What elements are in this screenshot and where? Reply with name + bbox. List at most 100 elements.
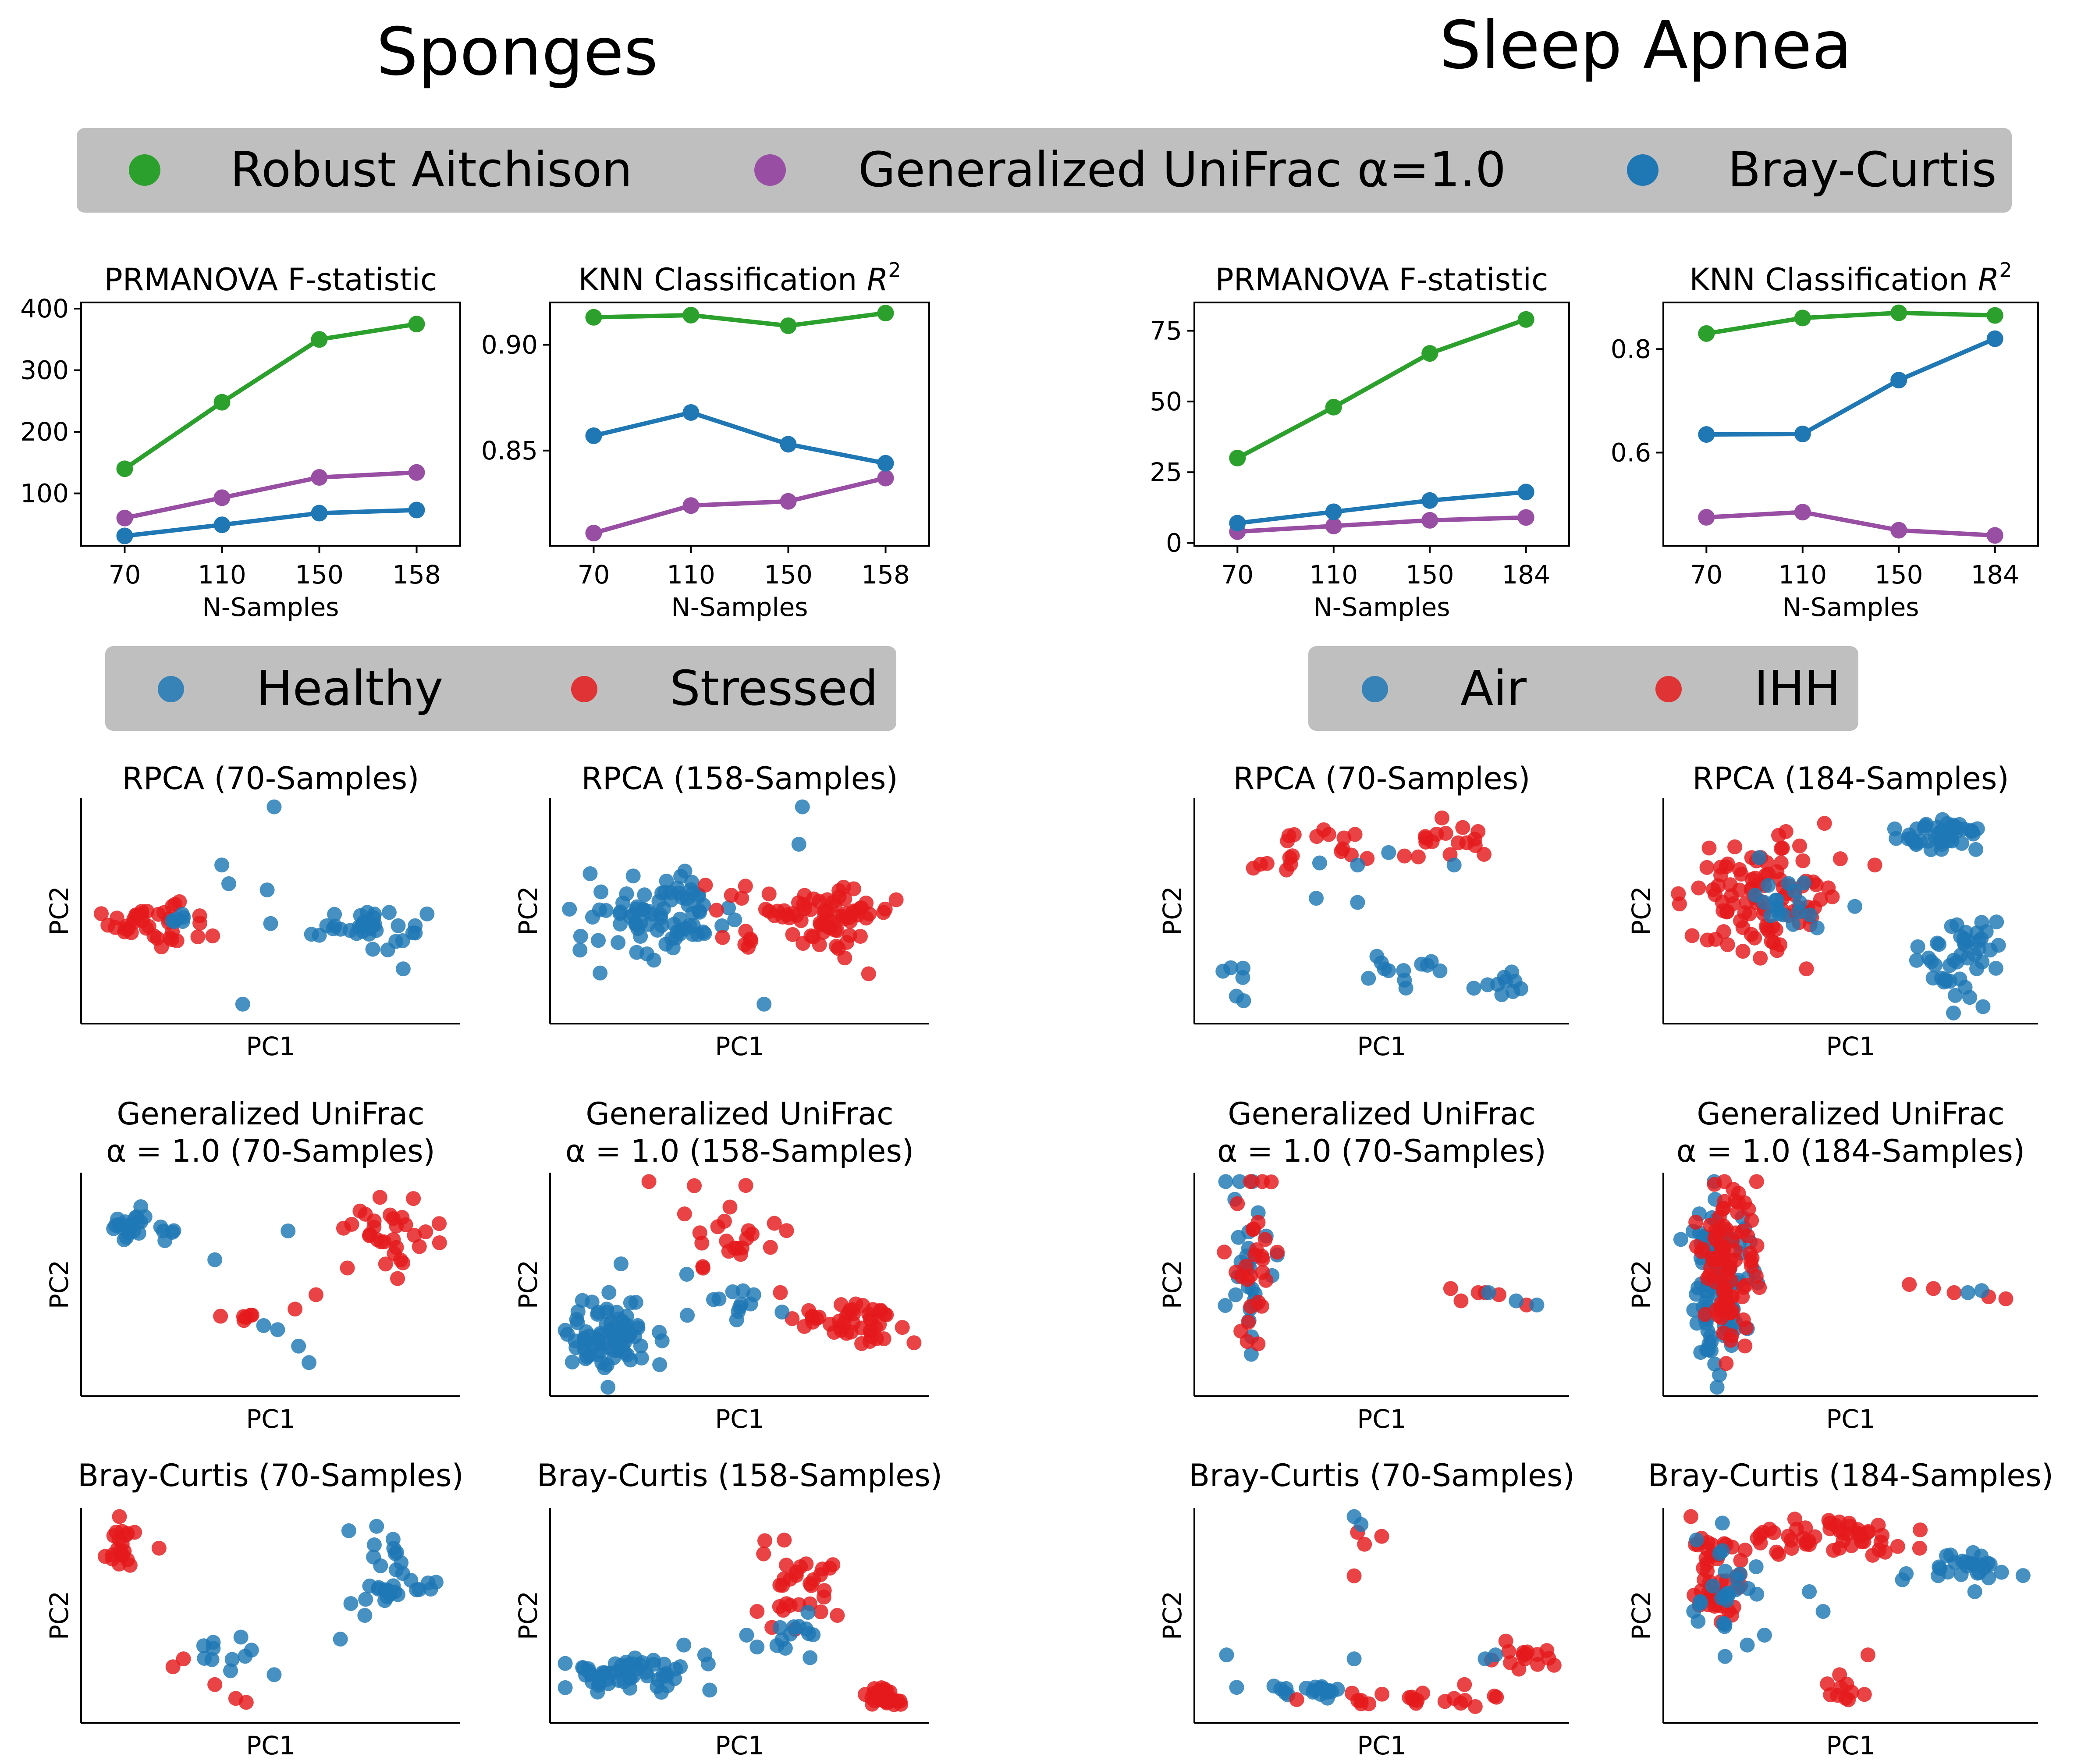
point-healthy — [381, 905, 397, 920]
point-healthy — [702, 1682, 717, 1698]
chart-title: RPCA (70-Samples) — [1233, 761, 1531, 797]
point-ihh — [1705, 882, 1721, 897]
point-air — [1398, 980, 1413, 996]
point-ihh — [1857, 1687, 1872, 1702]
point-ihh — [1799, 961, 1814, 977]
point-ihh — [1878, 1544, 1893, 1560]
point-ihh — [1457, 1677, 1472, 1692]
point-healthy — [156, 1223, 171, 1239]
point-air — [1718, 1564, 1733, 1579]
point-ihh — [1798, 1520, 1813, 1536]
point-healthy — [680, 1308, 695, 1323]
legend-label-robust-aitchison: Robust Aitchison — [230, 142, 632, 198]
x-axis-label: PC1 — [1357, 1731, 1406, 1760]
data-point — [1794, 309, 1811, 327]
point-stressed — [862, 906, 877, 921]
point-healthy — [637, 887, 652, 903]
point-healthy — [668, 930, 683, 946]
point-stressed — [845, 1302, 860, 1317]
point-healthy — [304, 927, 319, 942]
point-stressed — [692, 1225, 707, 1241]
panel-title-sponges: Sponges — [376, 14, 658, 90]
point-ihh — [1723, 1252, 1738, 1268]
point-stressed — [813, 918, 828, 933]
chart-title: Generalized UniFrac — [1228, 1096, 1535, 1132]
point-healthy — [108, 1218, 123, 1233]
data-point — [585, 309, 602, 326]
point-stressed — [733, 1247, 748, 1262]
point-healthy — [568, 1333, 583, 1348]
point-ihh — [1774, 841, 1789, 856]
point-healthy — [582, 866, 598, 882]
point-air — [1381, 963, 1396, 978]
point-air — [1962, 990, 1978, 1005]
point-healthy — [625, 868, 641, 884]
point-ihh — [1783, 1533, 1799, 1548]
point-air — [1673, 1232, 1688, 1247]
y-tick-label: 200 — [20, 417, 69, 447]
point-air — [1705, 1579, 1720, 1594]
x-axis-label: PC1 — [1826, 1404, 1875, 1434]
point-stressed — [779, 1223, 794, 1238]
point-ihh — [1764, 934, 1779, 949]
point-ihh — [1700, 1564, 1715, 1579]
point-air — [1315, 1681, 1330, 1696]
point-stressed — [813, 1604, 828, 1619]
point-air — [1481, 1285, 1496, 1300]
y-axis-label: PC2 — [1158, 1260, 1187, 1309]
legend-marker-air — [1362, 676, 1388, 702]
point-air — [1700, 1323, 1715, 1339]
point-air — [1693, 1345, 1708, 1360]
point-healthy — [679, 1266, 694, 1282]
point-healthy — [266, 1667, 282, 1682]
point-ihh — [1832, 1540, 1847, 1556]
series-line — [593, 410, 886, 466]
point-air — [1900, 831, 1916, 846]
point-stressed — [340, 1260, 355, 1276]
point-air — [1720, 1586, 1735, 1601]
series-line — [124, 508, 417, 538]
point-ihh — [1443, 1281, 1458, 1296]
point-stressed — [151, 1540, 167, 1556]
chart-title: Bray-Curtis (70-Samples) — [78, 1458, 464, 1494]
point-stressed — [308, 1287, 323, 1302]
point-air — [1228, 1287, 1243, 1302]
point-stressed — [756, 1546, 771, 1561]
point-stressed — [190, 929, 206, 945]
chart-title: RPCA (158-Samples) — [581, 761, 898, 797]
point-ihh — [1418, 834, 1434, 850]
point-healthy — [385, 1532, 401, 1547]
point-healthy — [634, 1350, 649, 1366]
point-ihh — [1735, 920, 1751, 935]
point-ihh — [1716, 1241, 1732, 1256]
x-tick-label: 110 — [1778, 560, 1827, 590]
series-line — [593, 476, 886, 535]
point-air — [1278, 1685, 1293, 1700]
point-ihh — [1737, 1543, 1753, 1558]
point-healthy — [652, 1325, 667, 1340]
point-ihh — [1246, 861, 1261, 876]
point-healthy — [419, 906, 435, 921]
data-point — [1890, 522, 1907, 539]
data-point — [1517, 311, 1534, 328]
point-air — [1730, 1571, 1745, 1586]
legend-label-unifrac: Generalized UniFrac α=1.0 — [858, 142, 1506, 198]
point-stressed — [837, 950, 852, 966]
point-ihh — [1251, 1295, 1266, 1310]
point-stressed — [842, 910, 857, 925]
y-tick-label: 0.6 — [1611, 437, 1651, 467]
point-healthy — [590, 1307, 605, 1322]
point-healthy — [221, 876, 237, 891]
point-ihh — [1530, 1647, 1545, 1662]
point-air — [1717, 1619, 1732, 1634]
point-healthy — [613, 1256, 629, 1272]
legend-marker-healthy — [158, 676, 184, 702]
chart-title: KNN Classification R2 — [1689, 258, 2012, 298]
point-stressed — [827, 1325, 842, 1340]
point-stressed — [677, 1206, 692, 1222]
data-point — [682, 306, 700, 324]
data-point — [408, 501, 425, 519]
x-axis-label: PC1 — [1826, 1031, 1875, 1061]
point-ihh — [1828, 1518, 1843, 1533]
point-air — [1215, 964, 1231, 979]
